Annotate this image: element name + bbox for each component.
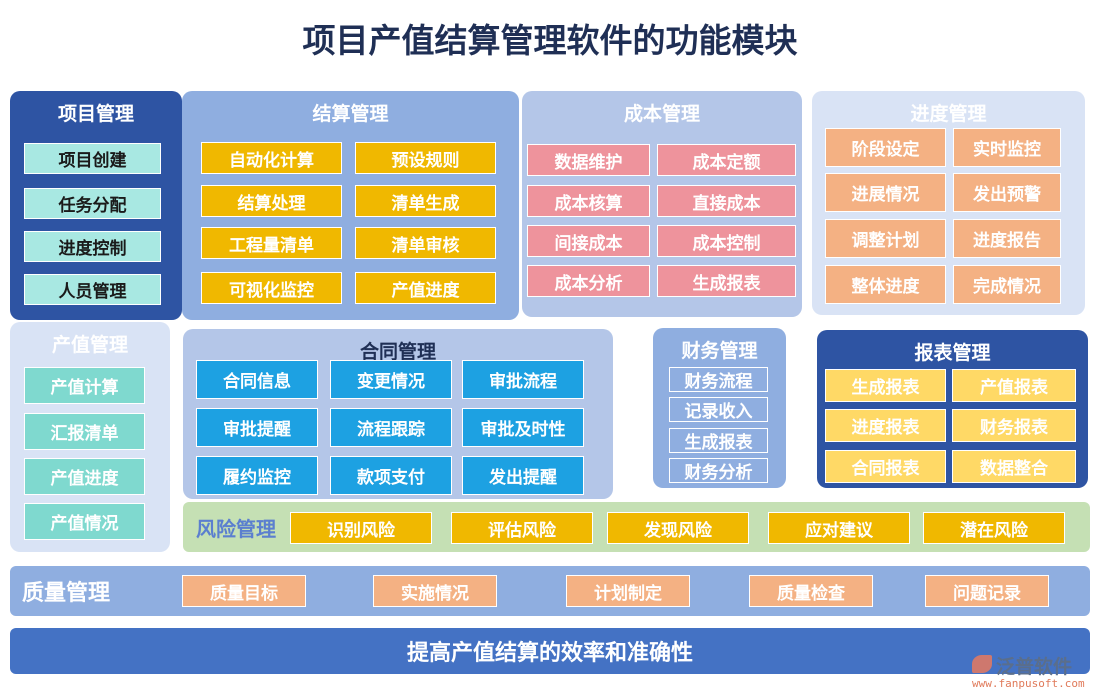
contract-item: 审批及时性 [462, 408, 584, 447]
settlement-item: 可视化监控 [201, 272, 342, 304]
cost-item: 数据维护 [527, 144, 650, 176]
project-item: 项目创建 [24, 143, 161, 174]
output-title: 产值管理 [51, 334, 128, 356]
finance-item: 财务分析 [669, 458, 768, 483]
risk-item: 潜在风险 [923, 512, 1065, 544]
output-item: 产值情况 [24, 503, 145, 540]
risk-item: 识别风险 [290, 512, 432, 544]
schedule-item: 完成情况 [953, 265, 1061, 304]
project-item: 任务分配 [24, 188, 161, 219]
contract-item: 发出提醒 [462, 456, 584, 495]
cost-item: 成本分析 [527, 265, 650, 297]
cost-item: 成本核算 [527, 185, 650, 217]
risk-item: 评估风险 [451, 512, 593, 544]
schedule-item: 阶段设定 [825, 128, 946, 167]
schedule-item: 调整计划 [825, 219, 946, 258]
schedule-item: 整体进度 [825, 265, 946, 304]
finance-item: 记录收入 [669, 397, 768, 422]
schedule-item: 进展情况 [825, 173, 946, 212]
output-item: 产值计算 [24, 367, 145, 404]
risk-title: 风险管理 [196, 516, 276, 541]
logo-name: 泛普软件 [996, 656, 1073, 678]
settlement-item: 自动化计算 [201, 142, 342, 174]
settlement-item: 预设规则 [355, 142, 496, 174]
finance-item: 生成报表 [669, 428, 768, 453]
contract-item: 款项支付 [330, 456, 452, 495]
settlement-item: 结算处理 [201, 185, 342, 217]
schedule-item: 实时监控 [953, 128, 1061, 167]
cost-item: 生成报表 [657, 265, 796, 297]
logo-icon [972, 655, 992, 673]
cost-item: 成本控制 [657, 225, 796, 257]
quality-item: 问题记录 [925, 575, 1049, 607]
project-item: 人员管理 [24, 274, 161, 305]
settlement-item: 清单生成 [355, 185, 496, 217]
report-item: 数据整合 [952, 450, 1076, 483]
footer-banner: 提高产值结算的效率和准确性 [10, 628, 1090, 674]
settlement-title: 结算管理 [312, 103, 389, 125]
finance-item: 财务流程 [669, 367, 768, 392]
settlement-item: 产值进度 [355, 272, 496, 304]
schedule-item: 发出预警 [953, 173, 1061, 212]
contract-item: 变更情况 [330, 360, 452, 399]
quality-item: 计划制定 [566, 575, 690, 607]
cost-item: 间接成本 [527, 225, 650, 257]
contract-title: 合同管理 [359, 341, 436, 363]
report-item: 进度报表 [825, 409, 946, 442]
finance-panel [653, 328, 786, 488]
project-item: 进度控制 [24, 231, 161, 262]
schedule-title: 进度管理 [910, 103, 987, 125]
schedule-item: 进度报告 [953, 219, 1061, 258]
cost-item: 直接成本 [657, 185, 796, 217]
risk-item: 应对建议 [768, 512, 910, 544]
contract-item: 审批提醒 [196, 408, 318, 447]
output-item: 产值进度 [24, 458, 145, 495]
logo-url: www.fanpusoft.com [972, 677, 1085, 690]
report-title: 报表管理 [914, 342, 991, 364]
risk-item: 发现风险 [607, 512, 749, 544]
quality-item: 质量目标 [182, 575, 306, 607]
contract-item: 审批流程 [462, 360, 584, 399]
contract-item: 合同信息 [196, 360, 318, 399]
cost-title: 成本管理 [623, 103, 700, 125]
project-title: 项目管理 [57, 103, 134, 125]
report-item: 财务报表 [952, 409, 1076, 442]
output-item: 汇报清单 [24, 413, 145, 450]
report-item: 生成报表 [825, 369, 946, 402]
contract-item: 流程跟踪 [330, 408, 452, 447]
report-item: 产值报表 [952, 369, 1076, 402]
quality-item: 质量检查 [749, 575, 873, 607]
quality-title: 质量管理 [22, 580, 111, 606]
settlement-item: 清单审核 [355, 227, 496, 259]
quality-item: 实施情况 [373, 575, 497, 607]
contract-item: 履约监控 [196, 456, 318, 495]
settlement-item: 工程量清单 [201, 227, 342, 259]
finance-title: 财务管理 [681, 340, 758, 362]
page-title: 项目产值结算管理软件的功能模块 [302, 21, 798, 60]
cost-item: 成本定额 [657, 144, 796, 176]
report-item: 合同报表 [825, 450, 946, 483]
